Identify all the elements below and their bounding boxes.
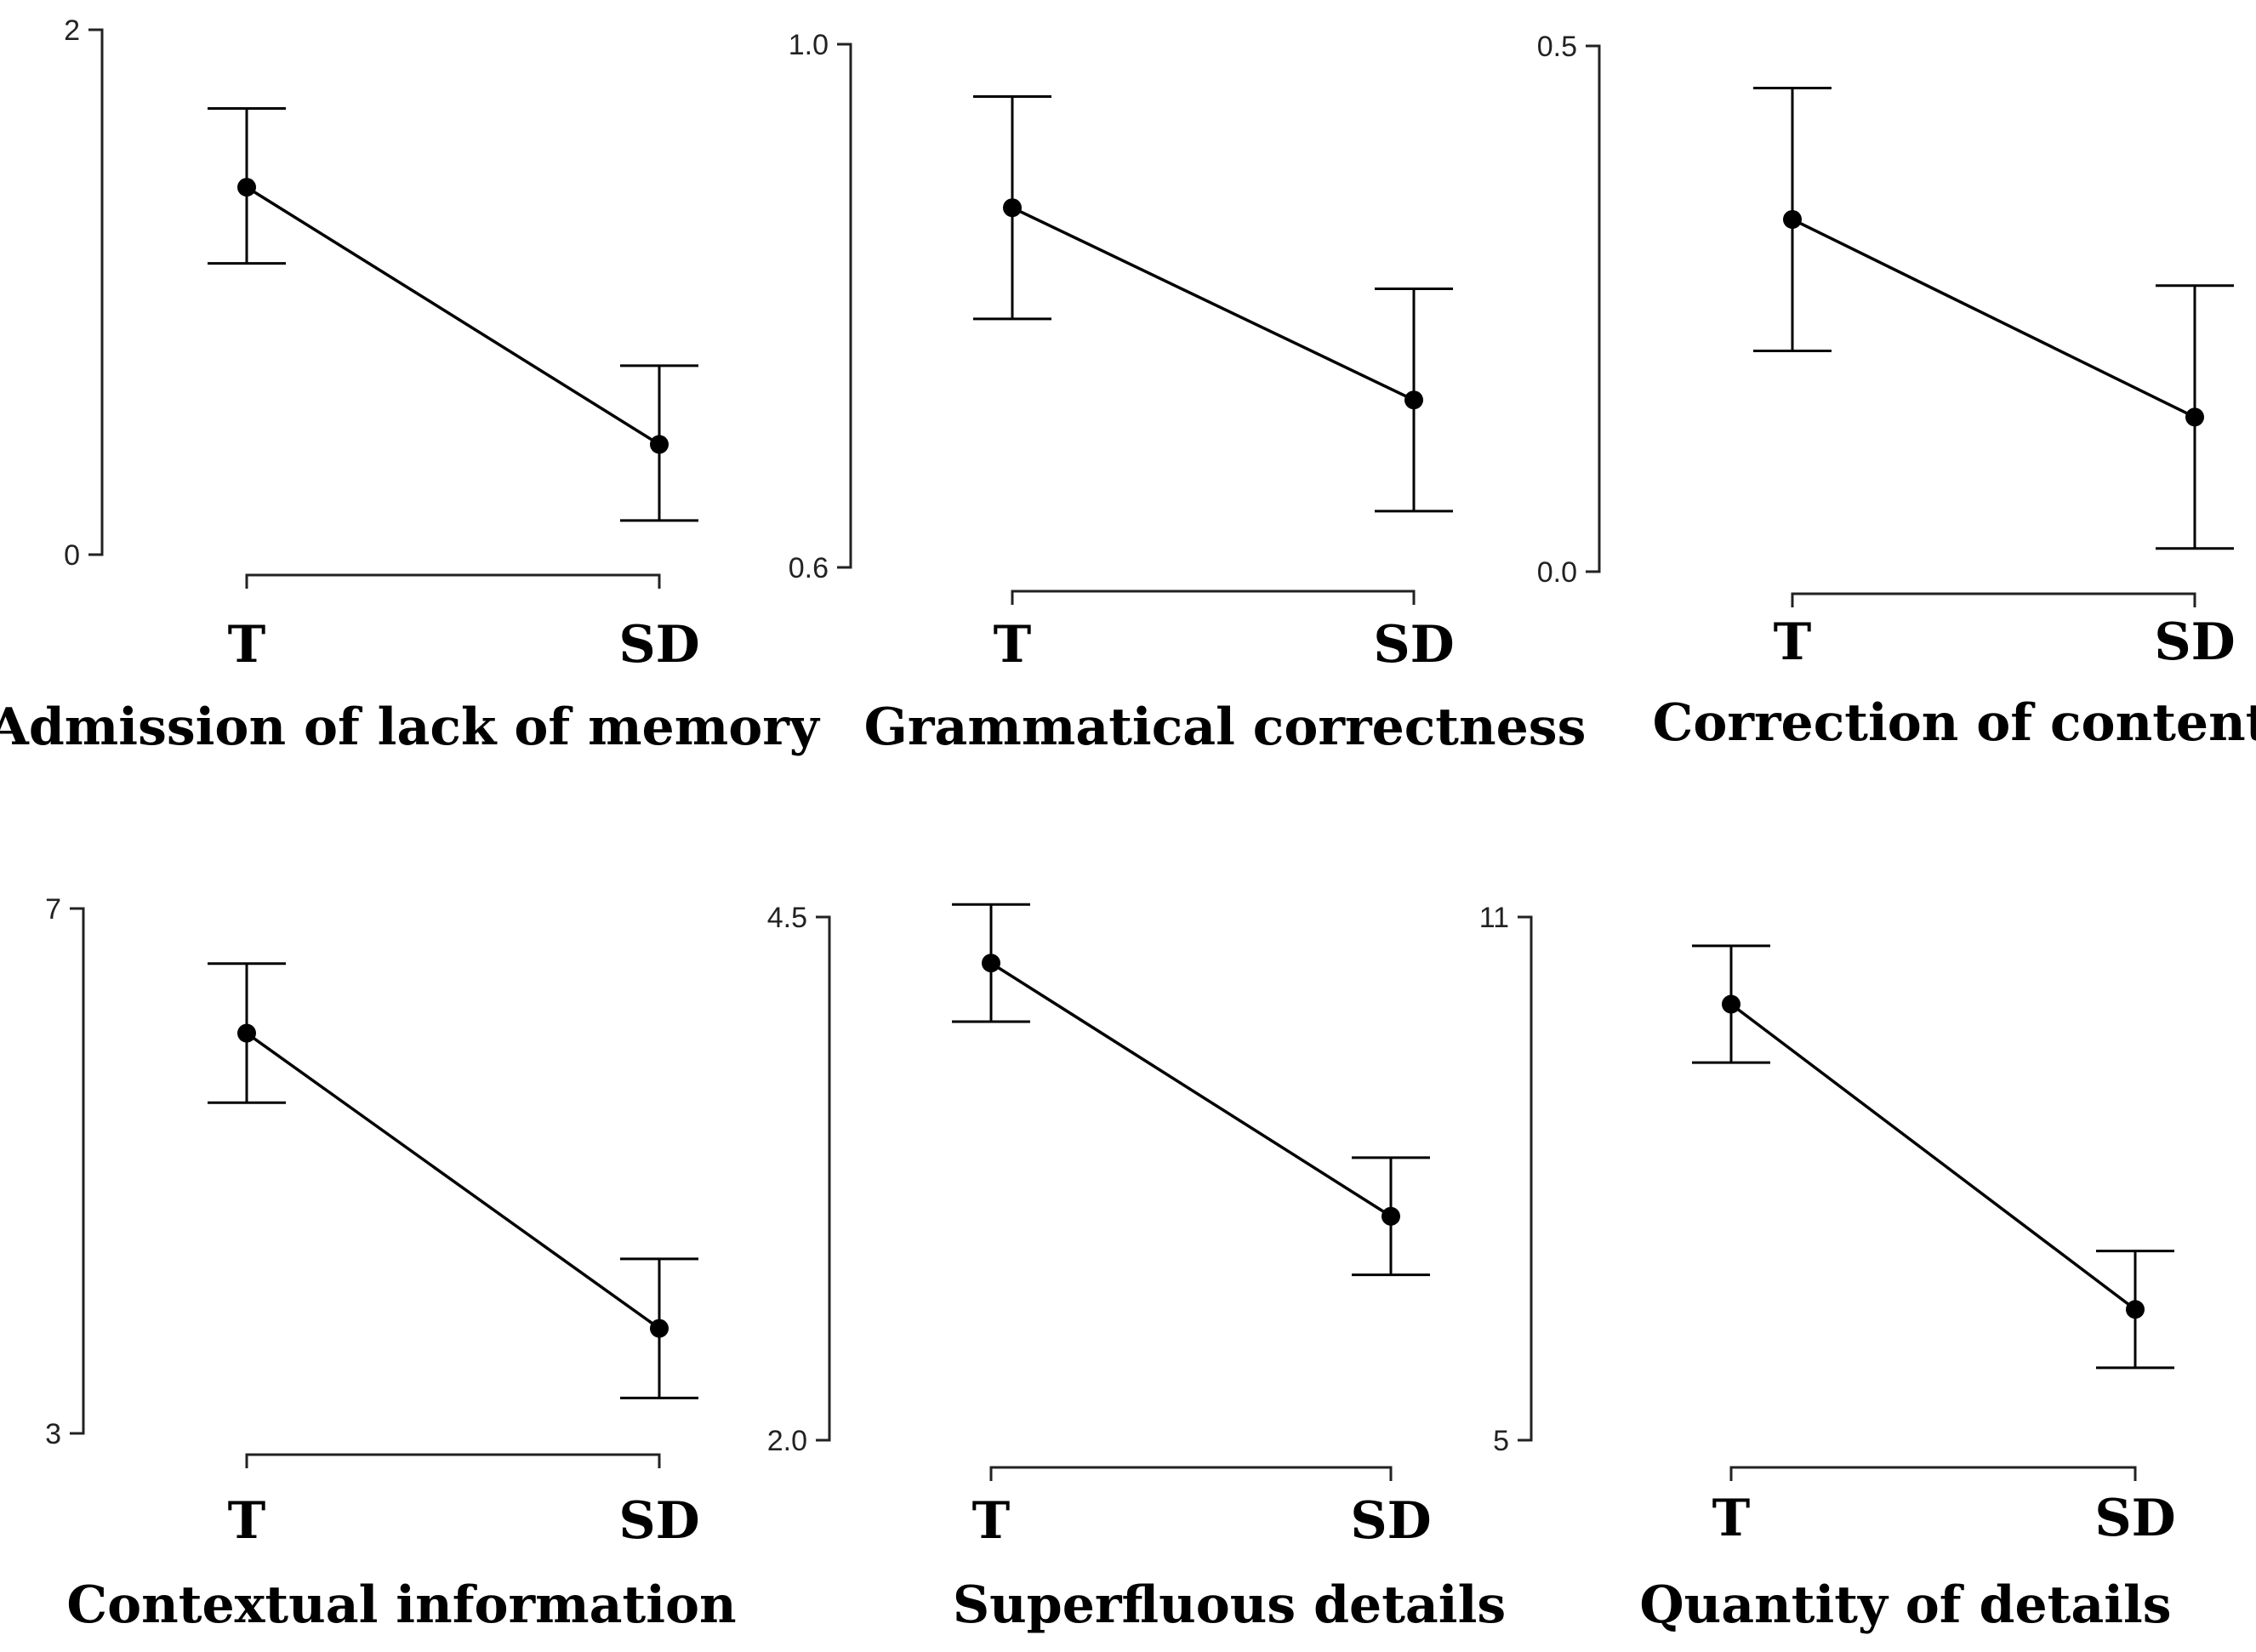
x-tick-label: SD bbox=[618, 1491, 699, 1551]
panel-title: Quantity of details bbox=[1639, 1575, 2171, 1635]
panel-title: Correction of content bbox=[1653, 693, 2256, 753]
y-tick-label: 2.0 bbox=[767, 1425, 807, 1457]
x-tick-label: SD bbox=[1373, 615, 1454, 675]
y-tick-label: 0.5 bbox=[1537, 31, 1577, 63]
y-axis bbox=[1518, 915, 1533, 1442]
series-line bbox=[1011, 206, 1415, 402]
x-axis bbox=[245, 1453, 661, 1468]
data-point bbox=[237, 178, 256, 197]
x-axis bbox=[989, 1466, 1393, 1481]
series-line bbox=[246, 185, 660, 446]
y-axis bbox=[1586, 44, 1601, 573]
y-axis bbox=[816, 915, 831, 1442]
panel-title: Contextual information bbox=[66, 1575, 736, 1635]
x-tick-label: T bbox=[228, 1491, 266, 1551]
x-tick-label: T bbox=[1712, 1489, 1751, 1548]
x-axis bbox=[1791, 592, 2196, 607]
data-point bbox=[2126, 1300, 2145, 1319]
data-point bbox=[1382, 1206, 1400, 1226]
data-point bbox=[2185, 407, 2204, 427]
data-point bbox=[1722, 994, 1740, 1014]
series-line bbox=[245, 1032, 661, 1330]
y-axis bbox=[837, 43, 852, 569]
data-point bbox=[1783, 209, 1802, 229]
y-tick-label: 1.0 bbox=[789, 29, 829, 61]
series-line bbox=[990, 961, 1392, 1218]
y-tick-label: 4.5 bbox=[767, 902, 807, 934]
x-tick-label: SD bbox=[2094, 1489, 2175, 1548]
series-line bbox=[1729, 1003, 2137, 1311]
panel-1: 0 2 T SD Admission of lack of memory bbox=[0, 14, 821, 757]
x-axis bbox=[1729, 1466, 2137, 1481]
panel-3: 0.0 0.5 T SD Correction of content bbox=[1537, 31, 2256, 753]
data-point bbox=[1404, 390, 1423, 410]
panel-6: 5 11 T SD Quantity of details bbox=[1479, 902, 2176, 1635]
x-axis bbox=[1011, 590, 1416, 605]
panel-2: 0.6 1.0 T SD Grammatical correctness bbox=[789, 29, 1587, 757]
x-tick-label: T bbox=[228, 615, 266, 675]
panel-4: 3 7 T SD Contextual information bbox=[45, 893, 737, 1635]
y-tick-label: 5 bbox=[1493, 1425, 1509, 1457]
y-tick-label: 2 bbox=[64, 14, 80, 47]
panel-title: Superfluous details bbox=[953, 1575, 1506, 1635]
data-point bbox=[1003, 198, 1022, 218]
y-tick-label: 0.0 bbox=[1537, 556, 1577, 589]
x-tick-label: SD bbox=[1350, 1491, 1431, 1551]
data-point bbox=[982, 954, 1000, 973]
panel-title: Admission of lack of memory bbox=[0, 698, 821, 757]
x-axis bbox=[245, 573, 661, 589]
y-axis bbox=[88, 28, 104, 556]
panel-title: Grammatical correctness bbox=[864, 698, 1587, 757]
x-tick-label: T bbox=[972, 1491, 1011, 1551]
data-point bbox=[650, 1319, 669, 1338]
y-axis bbox=[70, 907, 85, 1435]
x-tick-label: T bbox=[994, 615, 1032, 675]
x-tick-label: SD bbox=[618, 615, 699, 675]
y-tick-label: 0 bbox=[64, 539, 80, 572]
y-tick-label: 3 bbox=[45, 1418, 61, 1450]
data-point bbox=[237, 1023, 256, 1043]
data-point bbox=[650, 435, 669, 454]
y-tick-label: 7 bbox=[45, 893, 61, 926]
y-tick-label: 11 bbox=[1479, 902, 1509, 934]
panel-5: 2.0 4.5 T SD Superfluous details bbox=[767, 902, 1506, 1635]
y-tick-label: 0.6 bbox=[789, 552, 829, 584]
x-tick-label: T bbox=[1774, 612, 1812, 672]
x-tick-label: SD bbox=[2154, 612, 2235, 672]
series-line bbox=[1792, 218, 2196, 419]
